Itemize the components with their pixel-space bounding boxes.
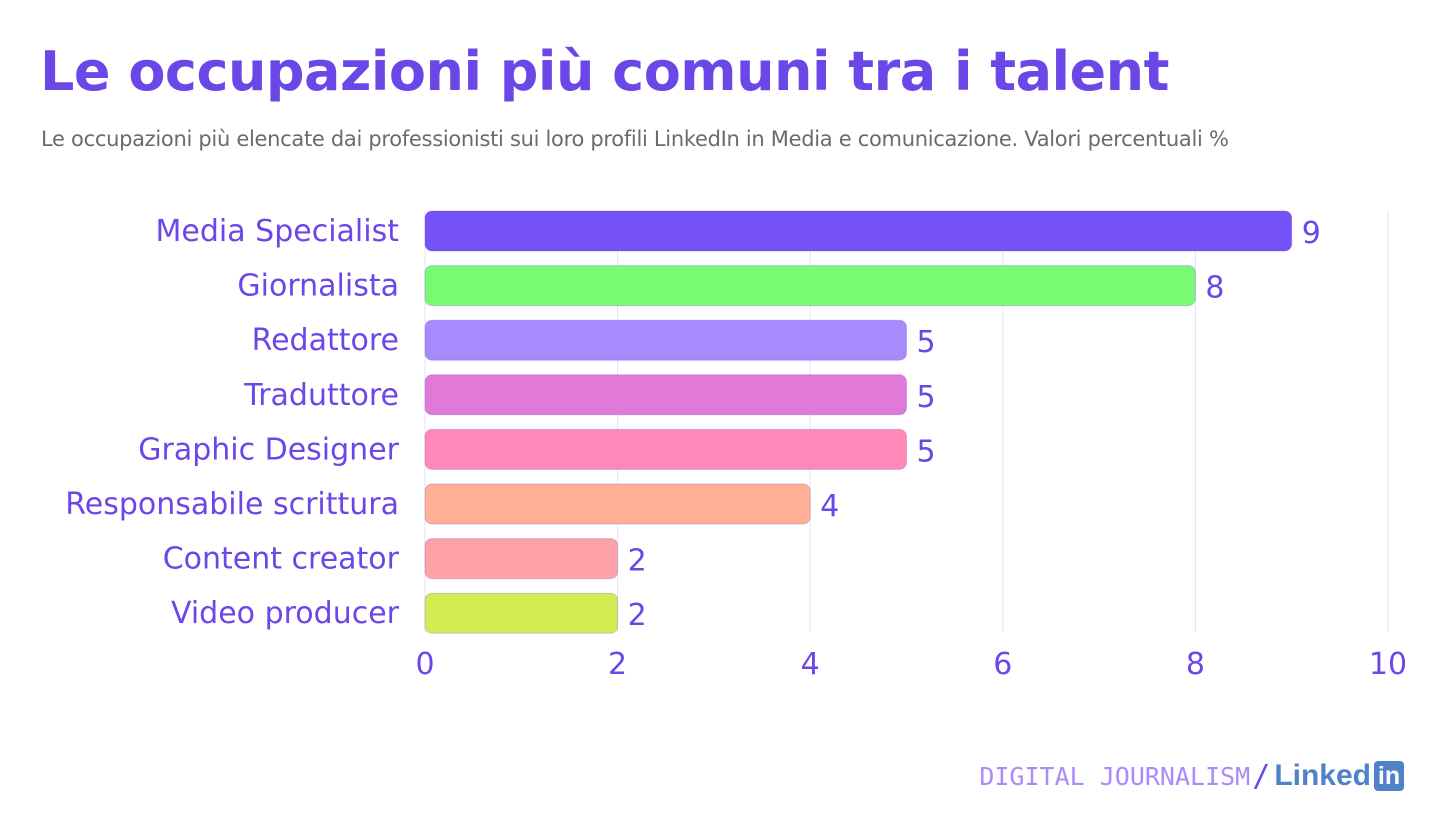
category-labels: Media Specialist Giornalista Redattore Trad… xyxy=(65,214,399,631)
bar xyxy=(424,374,907,416)
x-axis-ticks: 0 2 4 6 8 10 xyxy=(415,647,1407,682)
value-label: 8 xyxy=(1205,271,1224,306)
value-labels: 9 8 5 5 5 4 2 2 xyxy=(628,216,1321,633)
chart-title: Le occupazioni più comuni tra i talent xyxy=(40,40,1169,103)
x-tick-label: 10 xyxy=(1369,647,1407,682)
bar xyxy=(424,483,811,525)
value-label: 9 xyxy=(1302,216,1321,251)
category-label: Redattore xyxy=(252,323,399,358)
category-label: Giornalista xyxy=(237,269,399,304)
x-tick-label: 0 xyxy=(415,647,434,682)
category-label: Content creator xyxy=(163,542,400,577)
bar xyxy=(424,428,907,470)
footer-brand: DIGITAL JOURNALISM / Linked in xyxy=(979,758,1404,794)
x-tick-label: 4 xyxy=(801,647,820,682)
x-tick-label: 2 xyxy=(608,647,627,682)
bar xyxy=(424,592,619,634)
x-tick-label: 8 xyxy=(1186,647,1205,682)
value-label: 2 xyxy=(628,544,647,579)
digital-journalism-logo: DIGITAL JOURNALISM xyxy=(979,761,1251,791)
x-tick-label: 6 xyxy=(993,647,1012,682)
bar xyxy=(424,319,907,361)
category-label: Video producer xyxy=(171,596,400,631)
linkedin-logo-badge: in xyxy=(1374,761,1404,791)
value-label: 2 xyxy=(628,598,647,633)
category-label: Media Specialist xyxy=(156,214,400,249)
brand-separator: / xyxy=(1252,758,1271,794)
value-label: 5 xyxy=(917,434,936,469)
category-label: Traduttore xyxy=(243,378,399,413)
value-label: 5 xyxy=(917,380,936,415)
linkedin-logo-text: Linked xyxy=(1274,759,1371,792)
value-label: 5 xyxy=(917,325,936,360)
value-label: 4 xyxy=(820,489,839,524)
bar xyxy=(424,210,1293,252)
bars xyxy=(424,210,1293,634)
bar xyxy=(424,265,1196,307)
chart-subtitle: Le occupazioni più elencate dai professi… xyxy=(41,127,1229,151)
bar xyxy=(424,538,619,580)
category-label: Graphic Designer xyxy=(138,432,399,467)
category-label: Responsabile scrittura xyxy=(65,487,399,522)
